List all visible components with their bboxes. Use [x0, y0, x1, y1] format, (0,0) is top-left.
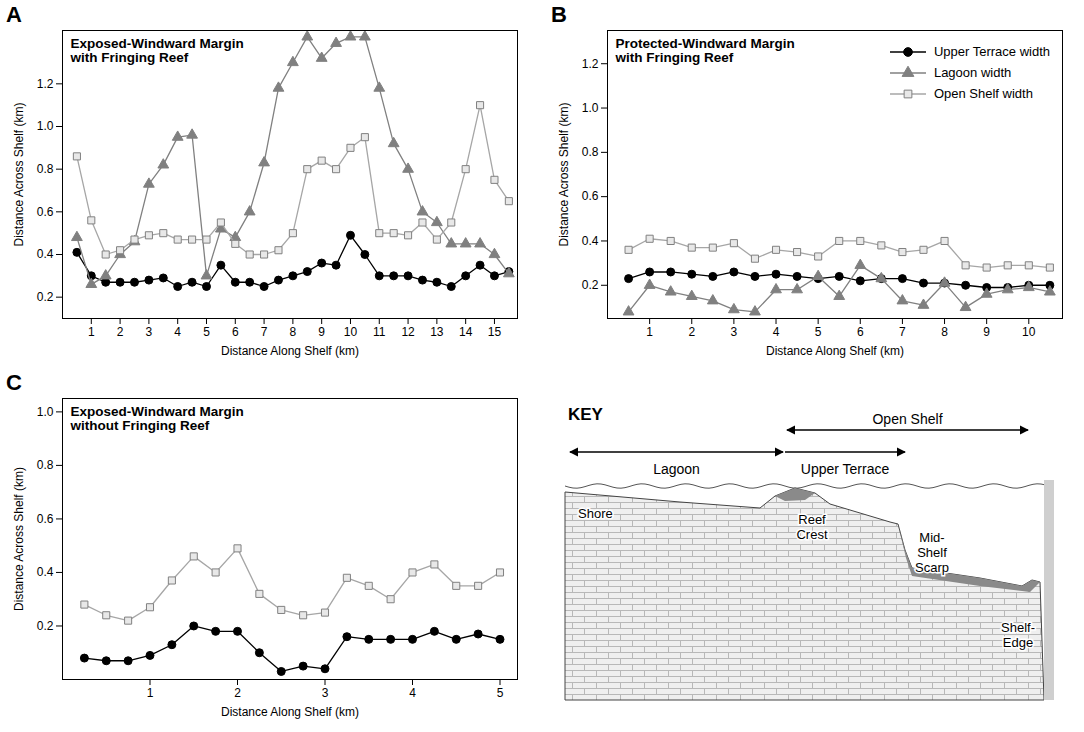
svg-text:0.8: 0.8	[37, 458, 54, 472]
svg-text:Protected-Windward Marginwith: Protected-Windward Marginwith Fringing R…	[615, 36, 795, 65]
svg-text:0.2: 0.2	[37, 619, 54, 633]
html-text:B: B	[551, 2, 567, 27]
svg-text:1.2: 1.2	[37, 77, 54, 91]
svg-text:3: 3	[322, 686, 329, 700]
html-text:Lagoon width: Lagoon width	[933, 65, 1012, 80]
svg-text:3: 3	[731, 325, 738, 339]
svg-text:1.0: 1.0	[37, 119, 54, 133]
svg-text:0.6: 0.6	[37, 512, 54, 526]
svg-text:Exposed-Windward Marginwithout: Exposed-Windward Marginwithout Fringing …	[70, 404, 244, 433]
svg-text:5: 5	[497, 686, 504, 700]
svg-text:0.8: 0.8	[582, 145, 599, 159]
html-text:Upper Terrace width: Upper Terrace width	[933, 44, 1050, 59]
svg-text:Shelf-Edge: Shelf-Edge	[1001, 620, 1035, 650]
svg-text:Distance Along Shelf (km): Distance Along Shelf (km)	[221, 705, 359, 719]
html-text:C: C	[6, 370, 22, 395]
svg-text:1.0: 1.0	[582, 101, 599, 115]
svg-text:Distance Across Shelf (km): Distance Across Shelf (km)	[557, 102, 571, 246]
svg-text:9: 9	[983, 325, 990, 339]
svg-text:12: 12	[401, 325, 415, 339]
svg-text:9: 9	[318, 325, 325, 339]
svg-text:Distance Across Shelf (km): Distance Across Shelf (km)	[12, 467, 26, 611]
svg-text:1: 1	[88, 325, 95, 339]
svg-text:0.6: 0.6	[582, 189, 599, 203]
svg-text:0.2: 0.2	[582, 278, 599, 292]
svg-text:4: 4	[773, 325, 780, 339]
svg-text:Distance Along Shelf (km): Distance Along Shelf (km)	[221, 344, 359, 358]
svg-text:Upper Terrace: Upper Terrace	[801, 461, 890, 477]
svg-text:2: 2	[117, 325, 124, 339]
svg-text:0.2: 0.2	[37, 290, 54, 304]
svg-text:Exposed-Windward Marginwith Fr: Exposed-Windward Marginwith Fringing Ree…	[70, 36, 244, 65]
svg-text:8: 8	[290, 325, 297, 339]
svg-text:13: 13	[430, 325, 444, 339]
svg-text:2: 2	[688, 325, 695, 339]
svg-text:10: 10	[1022, 325, 1036, 339]
svg-text:Open Shelf: Open Shelf	[872, 411, 942, 427]
html-text:A: A	[6, 2, 22, 27]
svg-text:8: 8	[941, 325, 948, 339]
svg-text:15: 15	[488, 325, 502, 339]
svg-text:5: 5	[203, 325, 210, 339]
svg-text:ReefCrest: ReefCrest	[796, 512, 827, 542]
svg-text:Distance Along Shelf (km): Distance Along Shelf (km)	[766, 344, 904, 358]
svg-text:7: 7	[899, 325, 906, 339]
svg-text:5: 5	[815, 325, 822, 339]
svg-text:1: 1	[147, 686, 154, 700]
svg-text:4: 4	[174, 325, 181, 339]
svg-text:6: 6	[857, 325, 864, 339]
svg-text:14: 14	[459, 325, 473, 339]
svg-text:4: 4	[409, 686, 416, 700]
svg-text:Distance Across Shelf (km): Distance Across Shelf (km)	[12, 102, 26, 246]
svg-text:7: 7	[261, 325, 268, 339]
svg-text:Shore: Shore	[578, 506, 613, 521]
svg-text:0.4: 0.4	[37, 565, 54, 579]
svg-text:0.8: 0.8	[37, 162, 54, 176]
svg-text:11: 11	[373, 325, 386, 339]
svg-text:KEY: KEY	[568, 405, 604, 424]
svg-text:Mid-ShelfScarp: Mid-ShelfScarp	[915, 530, 949, 575]
html-text:Open Shelf width: Open Shelf width	[933, 86, 1033, 101]
svg-text:0.4: 0.4	[582, 234, 599, 248]
svg-text:0.4: 0.4	[37, 247, 54, 261]
svg-text:1.2: 1.2	[582, 57, 599, 71]
svg-text:1.0: 1.0	[37, 405, 54, 419]
svg-text:2: 2	[234, 686, 241, 700]
svg-text:10: 10	[344, 325, 358, 339]
svg-text:6: 6	[232, 325, 239, 339]
svg-text:1: 1	[646, 325, 653, 339]
svg-text:Lagoon: Lagoon	[653, 461, 700, 477]
svg-text:0.6: 0.6	[37, 205, 54, 219]
svg-text:3: 3	[146, 325, 153, 339]
